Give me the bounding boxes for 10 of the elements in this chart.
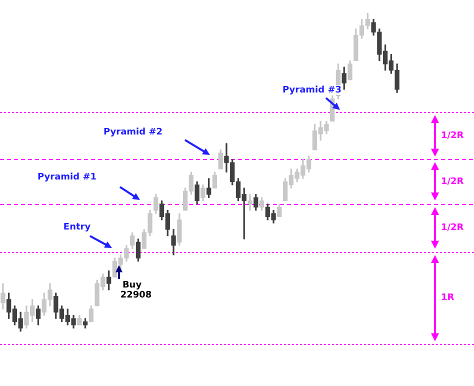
- annotation: Pyramid #1: [38, 172, 96, 182]
- annotation: Pyramid #2: [104, 127, 162, 138]
- annotation: Entry: [63, 222, 91, 232]
- annotation: Pyramid #3: [282, 85, 342, 96]
- text: 1/2R: [441, 130, 464, 141]
- text: 1/2R: [441, 223, 464, 234]
- text: 1R: [441, 293, 454, 304]
- text: 1/2R: [441, 177, 464, 188]
- annotation: Buy 22908: [120, 280, 152, 300]
- candlestick: [248, 194, 252, 211]
